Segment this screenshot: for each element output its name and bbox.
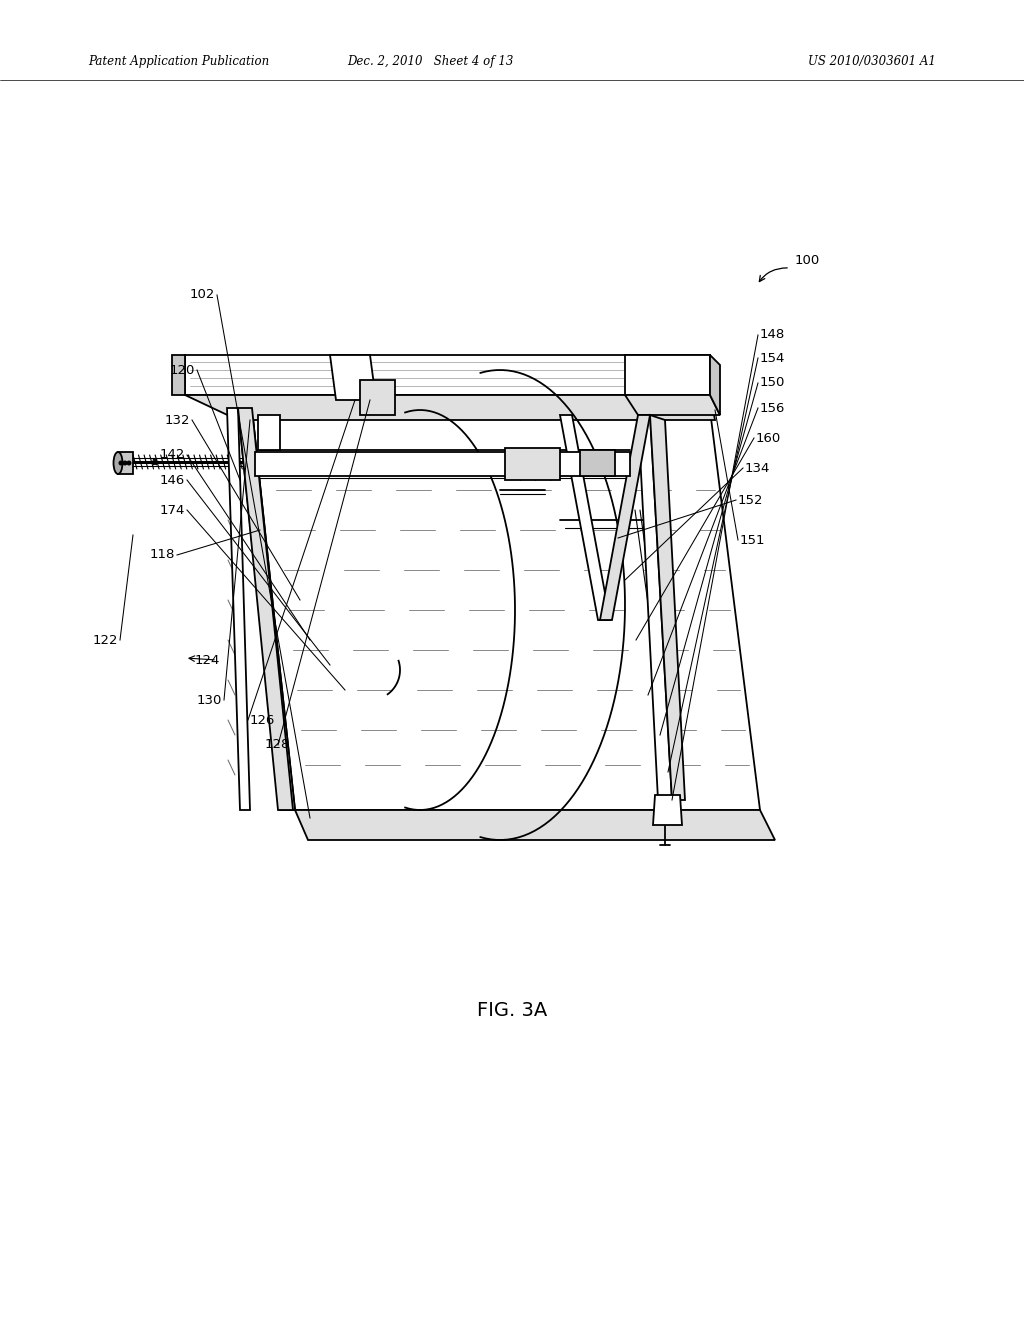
- Polygon shape: [330, 355, 376, 400]
- Text: 142: 142: [160, 449, 185, 462]
- Text: 118: 118: [150, 549, 175, 561]
- Polygon shape: [227, 408, 250, 810]
- Polygon shape: [580, 450, 615, 477]
- Polygon shape: [650, 414, 685, 800]
- Text: 132: 132: [165, 413, 190, 426]
- Polygon shape: [638, 414, 672, 800]
- Text: 128: 128: [265, 738, 291, 751]
- Text: 120: 120: [170, 363, 195, 376]
- Polygon shape: [560, 414, 610, 620]
- Text: 122: 122: [92, 634, 118, 647]
- Text: 174: 174: [160, 503, 185, 516]
- Polygon shape: [295, 810, 775, 840]
- Text: 150: 150: [760, 376, 785, 389]
- Text: 160: 160: [756, 432, 781, 445]
- Polygon shape: [255, 451, 630, 477]
- Circle shape: [123, 461, 127, 465]
- Polygon shape: [118, 451, 133, 474]
- Polygon shape: [710, 355, 720, 414]
- Text: 152: 152: [738, 494, 764, 507]
- Text: 148: 148: [760, 329, 785, 342]
- Polygon shape: [505, 447, 560, 480]
- Text: FIG. 3A: FIG. 3A: [477, 1001, 547, 1019]
- Text: 102: 102: [189, 289, 215, 301]
- Text: Patent Application Publication: Patent Application Publication: [88, 55, 269, 69]
- Text: 124: 124: [195, 653, 220, 667]
- Text: Dec. 2, 2010   Sheet 4 of 13: Dec. 2, 2010 Sheet 4 of 13: [347, 55, 513, 69]
- Text: 154: 154: [760, 351, 785, 364]
- Polygon shape: [238, 408, 293, 810]
- Polygon shape: [185, 395, 715, 420]
- Polygon shape: [252, 411, 760, 810]
- Circle shape: [127, 461, 131, 465]
- Text: 100: 100: [795, 253, 820, 267]
- Polygon shape: [238, 411, 295, 810]
- Text: 126: 126: [250, 714, 275, 726]
- Polygon shape: [360, 380, 395, 414]
- Polygon shape: [625, 395, 720, 414]
- Polygon shape: [185, 355, 710, 395]
- Text: 134: 134: [745, 462, 770, 474]
- Text: 146: 146: [160, 474, 185, 487]
- Text: 156: 156: [760, 401, 785, 414]
- Ellipse shape: [114, 451, 123, 474]
- Polygon shape: [653, 795, 682, 825]
- Polygon shape: [258, 414, 280, 450]
- Polygon shape: [172, 355, 185, 395]
- Polygon shape: [600, 414, 650, 620]
- Circle shape: [119, 461, 123, 465]
- Text: 130: 130: [197, 693, 222, 706]
- Polygon shape: [625, 355, 710, 395]
- Text: 151: 151: [740, 533, 766, 546]
- Text: US 2010/0303601 A1: US 2010/0303601 A1: [808, 55, 936, 69]
